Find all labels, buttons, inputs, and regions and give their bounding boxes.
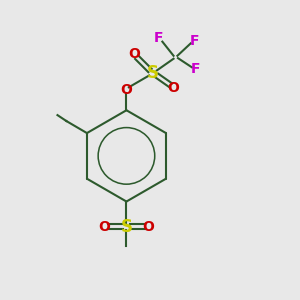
Text: F: F	[154, 31, 164, 45]
Text: S: S	[147, 64, 159, 82]
Text: S: S	[120, 218, 132, 236]
Text: O: O	[121, 82, 132, 97]
Text: F: F	[189, 34, 199, 48]
Text: O: O	[128, 47, 140, 61]
Text: O: O	[142, 220, 154, 234]
Text: O: O	[168, 81, 179, 95]
Text: F: F	[191, 62, 200, 76]
Text: O: O	[98, 220, 110, 234]
